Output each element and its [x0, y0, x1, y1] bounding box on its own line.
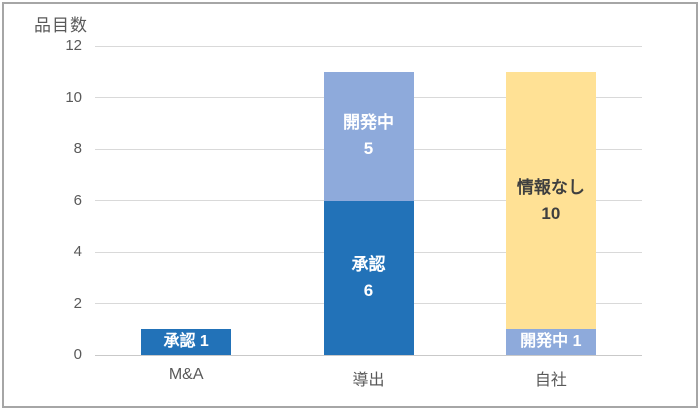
bar-segment-no-info: 情報なし 10	[505, 71, 596, 330]
bar-segment-label: 承認	[351, 254, 386, 274]
y-tick-label: 10	[65, 88, 82, 106]
bar-segment-label: 情報なし	[516, 177, 585, 197]
bar-segment-label: 開発中	[343, 113, 394, 133]
y-axis-title: 品目数	[34, 16, 88, 35]
bar-segment-approved: 承認 6	[323, 200, 414, 355]
y-tick-label: 6	[73, 191, 82, 209]
y-tick-label: 12	[65, 37, 82, 54]
grid-line	[95, 45, 642, 47]
bar-segment-value: 6	[363, 280, 374, 300]
y-tick-label: 0	[73, 346, 82, 363]
bar-segment-value: 5	[363, 139, 374, 159]
bar-segment-value: 10	[541, 203, 561, 223]
y-tick-label: 4	[73, 243, 82, 260]
bar-segment-approved: 承認 1	[141, 329, 232, 355]
y-tick-label: 2	[73, 294, 82, 312]
y-tick-label: 8	[73, 140, 82, 157]
x-axis-label: M&A	[168, 366, 204, 383]
bar-segment-in-development: 開発中 5	[323, 71, 414, 201]
x-axis-baseline	[95, 354, 642, 356]
bar-segment-label: 承認 1	[163, 333, 209, 351]
x-axis-label: 自社	[534, 372, 567, 389]
bar-segment-label: 開発中 1	[520, 333, 582, 351]
bar-segment-in-development: 開発中 1	[505, 329, 596, 355]
x-axis-label: 導出	[352, 372, 385, 389]
